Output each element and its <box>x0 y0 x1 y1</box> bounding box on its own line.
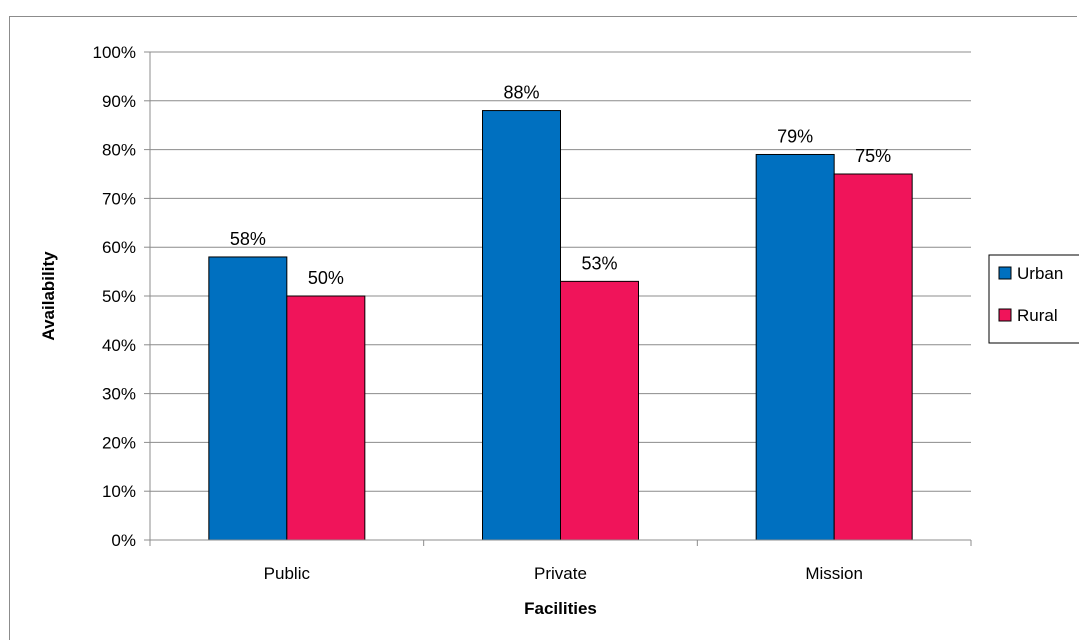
y-tick-label: 90% <box>102 92 136 111</box>
y-tick-label: 0% <box>111 531 136 550</box>
y-tick-label: 40% <box>102 336 136 355</box>
data-label: 58% <box>230 229 266 249</box>
y-axis-title: Availability <box>39 251 58 341</box>
x-tick-label: Mission <box>805 564 863 583</box>
x-tick-label: Private <box>534 564 587 583</box>
y-tick-label: 20% <box>102 433 136 452</box>
x-tick-labels: Public Private Mission <box>264 564 863 583</box>
legend: Urban Rural <box>988 254 1079 344</box>
y-tick-label: 10% <box>102 482 136 501</box>
y-tick-label: 70% <box>102 189 136 208</box>
x-tick-label: Public <box>264 564 311 583</box>
data-label: 50% <box>308 268 344 288</box>
data-label: 75% <box>855 146 891 166</box>
bar-rural-mission <box>833 173 913 541</box>
x-axis-title: Facilities <box>524 599 597 618</box>
y-tick-label: 60% <box>102 238 136 257</box>
bars <box>208 110 913 541</box>
legend-label-rural: Rural <box>1017 306 1058 325</box>
y-tick-label: 50% <box>102 287 136 306</box>
bar-rural-private <box>560 280 639 541</box>
legend-label-urban: Urban <box>1017 264 1063 283</box>
data-label: 88% <box>503 83 539 103</box>
bar-urban-public <box>208 256 288 541</box>
bar-rural-public <box>286 295 366 541</box>
legend-swatch-rural <box>998 308 1012 322</box>
legend-swatch-urban <box>998 266 1012 280</box>
data-label: 53% <box>581 253 617 273</box>
data-label: 79% <box>777 126 813 146</box>
axes <box>149 52 972 546</box>
data-labels: 58% 50% 88% 53% 79% 75% <box>230 83 891 288</box>
bar-urban-private <box>482 110 561 541</box>
y-tick-label: 80% <box>102 141 136 160</box>
y-tick-label: 30% <box>102 385 136 404</box>
y-tick-labels: 0% 10% 20% 30% 40% 50% 60% 70% 80% 90% 100% <box>93 43 136 550</box>
bar-urban-mission <box>755 153 835 541</box>
y-tick-label: 100% <box>93 43 136 62</box>
